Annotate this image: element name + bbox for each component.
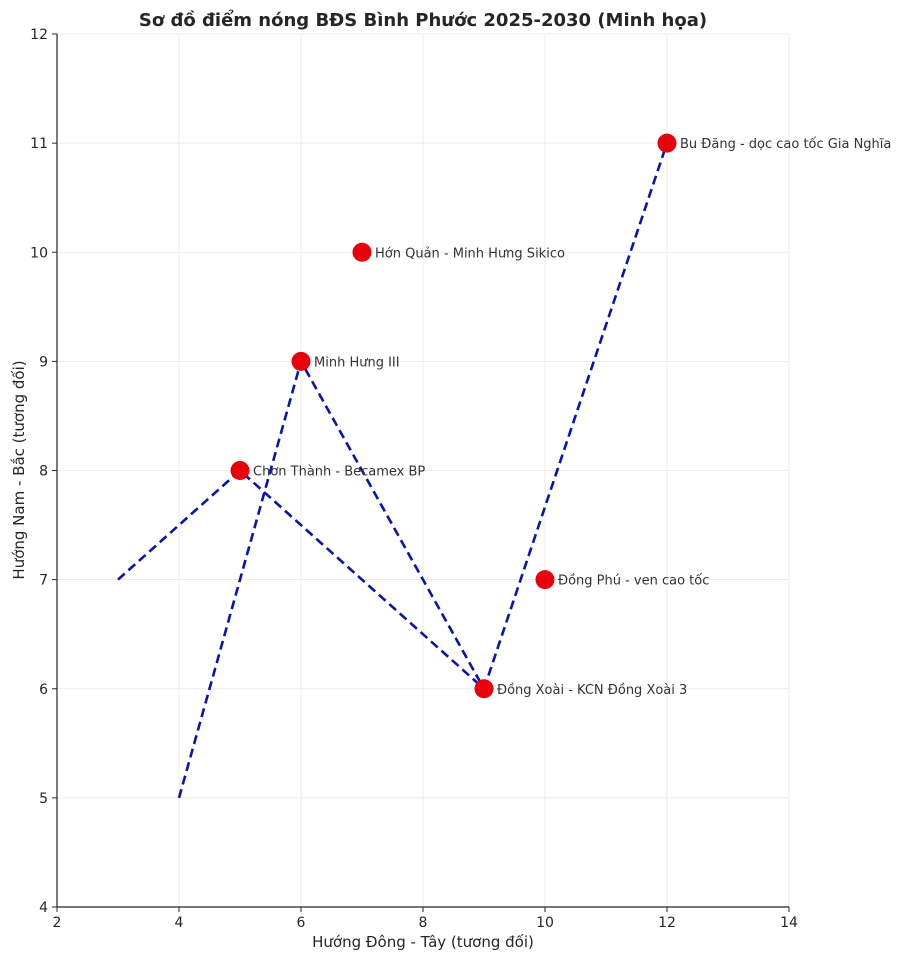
- point-label: Chơn Thành - Becamex BP: [253, 465, 425, 480]
- data-point: [352, 242, 372, 262]
- x-tick-label: 14: [780, 915, 798, 931]
- y-axis-label: Hướng Nam - Bắc (tương đối): [10, 360, 28, 579]
- data-point: [657, 133, 677, 153]
- point-label: Bu Đăng - dọc cao tốc Gia Nghĩa: [680, 137, 891, 152]
- y-tick-label: 6: [39, 682, 48, 698]
- point-label: Hớn Quản - Minh Hưng Sikico: [375, 246, 565, 261]
- y-tick-label: 4: [39, 900, 48, 916]
- y-tick-label: 11: [30, 136, 48, 152]
- chart-title: Sơ đồ điểm nóng BĐS Bình Phước 2025-2030…: [139, 9, 707, 31]
- route-line: [117, 469, 485, 690]
- data-points: Đồng Xoài - KCN Đồng Xoài 3 Chơn Thành - …: [230, 133, 891, 699]
- x-axis-label: Hướng Đông - Tây (tương đối): [312, 933, 534, 951]
- y-tick-label: 12: [30, 27, 48, 43]
- x-tick-label: 10: [536, 915, 554, 931]
- y-tick-label: 9: [39, 354, 48, 370]
- route-line: [482, 142, 669, 690]
- x-tick-label: 12: [658, 915, 676, 931]
- x-tick-label: 8: [419, 915, 428, 931]
- point-label: Đồng Xoài - KCN Đồng Xoài 3: [497, 683, 687, 698]
- y-tick-label: 5: [39, 791, 48, 807]
- y-tick-label: 7: [39, 573, 48, 589]
- x-tick-label: 4: [175, 915, 184, 931]
- data-point: [535, 570, 555, 590]
- y-tick-label: 8: [39, 464, 48, 480]
- x-tick-label: 6: [297, 915, 306, 931]
- point-label: Đồng Phú - ven cao tốc: [558, 574, 709, 589]
- data-point: [474, 679, 494, 699]
- data-point: [230, 461, 250, 480]
- y-tick-label: 10: [30, 245, 48, 261]
- grid-lines: [56, 33, 790, 908]
- point-label: Minh Hưng III: [314, 355, 400, 370]
- data-point: [291, 351, 311, 371]
- x-tick-label: 2: [53, 915, 62, 931]
